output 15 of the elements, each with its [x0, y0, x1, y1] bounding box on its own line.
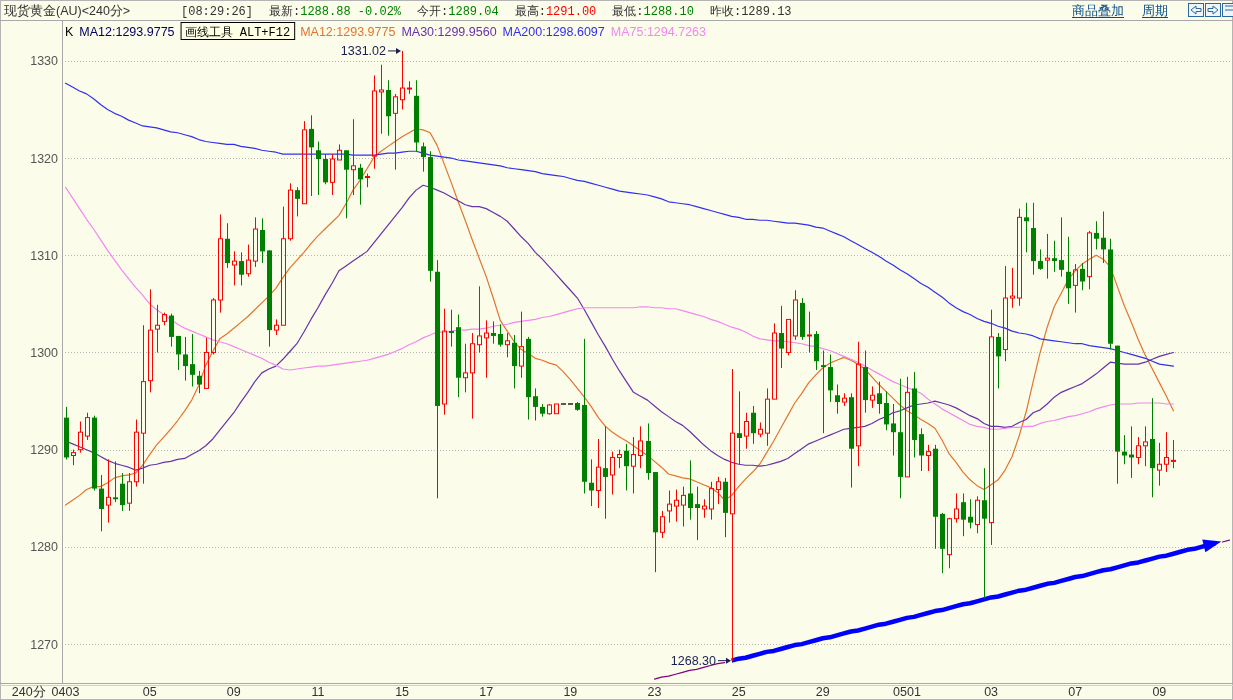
annotation: MA12:1293.9775 [79, 25, 175, 39]
annotation: 昨收:1289.13 [709, 5, 792, 19]
annotation: 最高:1291.00 [514, 5, 597, 19]
annotation: 1268.30 [670, 654, 716, 669]
annotation: 商品叠加 [1072, 4, 1124, 18]
annotation: 画线工具 ALT+F12 [184, 26, 291, 40]
annotation: 今开:1289.04 [417, 5, 499, 19]
annotation: 1331.02 [340, 44, 386, 59]
annotation: 周期 [1142, 4, 1168, 18]
annotation: 240分 [11, 685, 46, 699]
annotation: [08:29:26] [181, 5, 253, 19]
annotation: K [65, 25, 74, 39]
annotation: 最新:1288.88 -0.02% [269, 5, 402, 19]
title: 现货黄金(AU)<240分> [4, 4, 131, 18]
annotation: 最低:1288.10 [612, 5, 694, 19]
